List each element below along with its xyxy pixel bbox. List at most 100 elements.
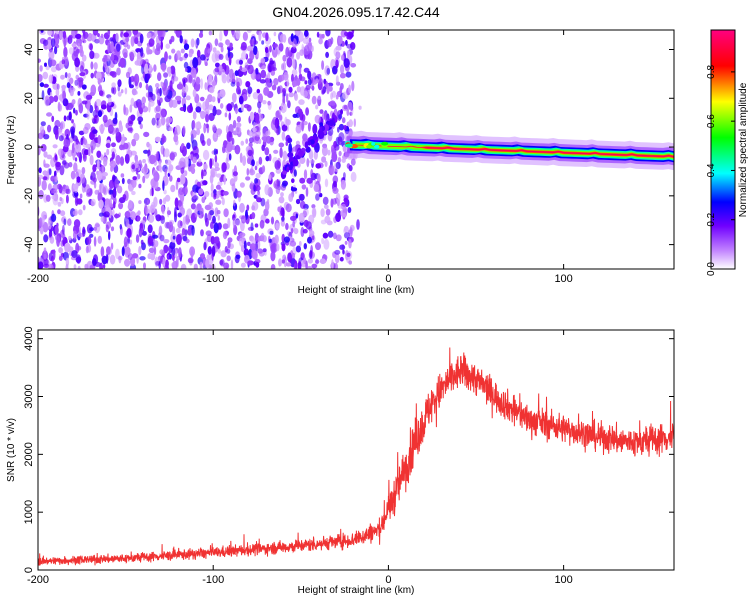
heatmap-noise-cell xyxy=(210,191,214,198)
heatmap-noise-cell xyxy=(289,240,297,247)
heatmap-noise-cell xyxy=(48,49,55,61)
heatmap-noise-cell xyxy=(173,135,178,143)
y-tick-label: -40 xyxy=(23,237,35,253)
heatmap-noise-cell xyxy=(269,60,275,65)
heatmap-noise-cell xyxy=(81,30,86,34)
heatmap-noise-cell xyxy=(219,30,223,42)
heatmap-noise-cell xyxy=(151,93,156,101)
snr-x-ticks: -200 -100 0 100 xyxy=(27,330,573,586)
heatmap-noise-cell xyxy=(94,189,100,195)
heatmap-noise-cell xyxy=(314,114,321,124)
heatmap-noise-cell xyxy=(128,199,133,209)
heatmap-noise-cell xyxy=(226,103,233,112)
heatmap-noise-cell xyxy=(214,133,218,139)
x-tick-label: 0 xyxy=(385,574,391,586)
heatmap-noise-cell xyxy=(172,235,176,240)
heatmap-noise-cell xyxy=(278,142,285,148)
heatmap-noise-cell xyxy=(308,37,312,43)
heatmap-noise-cell xyxy=(353,118,356,127)
heatmap-noise-cell xyxy=(47,30,53,36)
heatmap-noise-cell xyxy=(269,238,272,243)
heatmap-noise-cell xyxy=(58,135,64,142)
heatmap-noise-cell xyxy=(185,67,188,72)
heatmap-noise-cell xyxy=(76,37,82,47)
y-tick-label: 4000 xyxy=(23,326,35,350)
heatmap-noise-cell xyxy=(192,89,197,98)
heatmap-noise-cell xyxy=(200,54,206,61)
heatmap-noise-cell xyxy=(154,136,161,142)
heatmap-noise-cell xyxy=(240,262,246,268)
heatmap-noise-cell xyxy=(161,204,165,213)
heatmap-noise-cell xyxy=(170,35,175,43)
heatmap-signal-blob xyxy=(371,141,376,146)
heatmap-noise-cell xyxy=(111,151,115,160)
heatmap-noise-cell xyxy=(258,139,262,144)
heatmap-noise-cell xyxy=(101,255,108,265)
heatmap-streak-cell xyxy=(282,170,287,175)
heatmap-noise-cell xyxy=(164,221,170,229)
figure-title: GN04.2026.095.17.42.C44 xyxy=(272,4,440,20)
heatmap-noise-cell xyxy=(201,140,206,146)
heatmap-noise-cell xyxy=(165,43,171,49)
heatmap-noise-cell xyxy=(224,65,230,75)
heatmap-noise-cell xyxy=(270,264,276,269)
heatmap-noise-cell xyxy=(248,248,253,260)
heatmap-noise-cell xyxy=(38,145,41,156)
heatmap-noise-cell xyxy=(183,43,190,50)
heatmap-noise-cell xyxy=(108,125,114,132)
heatmap-noise-cell xyxy=(232,119,237,129)
heatmap-noise-cell xyxy=(86,236,92,245)
heatmap-noise-cell xyxy=(110,226,115,232)
heatmap-noise-cell xyxy=(75,256,82,263)
heatmap-noise-cell xyxy=(159,249,165,255)
heatmap-noise-cell xyxy=(92,30,99,36)
heatmap-noise-cell xyxy=(300,226,305,238)
heatmap-noise-cell xyxy=(286,119,291,126)
heatmap-noise-cell xyxy=(246,45,254,52)
heatmap-noise-cell xyxy=(125,71,131,79)
heatmap-noise-cell xyxy=(47,124,52,133)
heatmap-noise-cell xyxy=(42,170,48,176)
heatmap-noise-cell xyxy=(208,104,214,111)
heatmap-noise-cell xyxy=(153,171,160,182)
heatmap-noise-cell xyxy=(241,102,244,112)
heatmap-noise-cell xyxy=(301,184,307,190)
heatmap-noise-cell xyxy=(261,144,266,152)
snr-y-axis-label: SNR (10 * v/v) xyxy=(6,418,17,482)
heatmap-noise-cell xyxy=(262,248,267,253)
heatmap-noise-cell xyxy=(41,214,45,225)
heatmap-noise-cell xyxy=(121,246,125,257)
heatmap-noise-cell xyxy=(185,216,190,225)
heatmap-noise-cell xyxy=(63,162,70,169)
heatmap-noise-cell xyxy=(340,64,345,75)
heatmap-noise-cell xyxy=(327,38,332,48)
heatmap-noise-cell xyxy=(151,117,156,126)
heatmap-noise-cell xyxy=(65,188,71,195)
heatmap-noise-cell xyxy=(214,38,219,47)
heatmap-noise-cell xyxy=(112,209,115,216)
heatmap-noise-cell xyxy=(213,148,217,156)
heatmap-noise-cell xyxy=(299,193,305,201)
heatmap-noise-cell xyxy=(218,64,223,72)
heatmap-noise-cell xyxy=(257,236,262,242)
heatmap-noise-cell xyxy=(236,190,242,198)
heatmap-noise-cell xyxy=(78,79,84,88)
heatmap-noise-cell xyxy=(164,148,170,158)
heatmap-noise-cell xyxy=(291,69,298,76)
heatmap-noise-cell xyxy=(278,114,283,121)
heatmap-noise-cell xyxy=(60,210,66,217)
heatmap-noise-cell xyxy=(145,83,149,91)
heatmap-noise-cell xyxy=(215,184,221,190)
heatmap-noise-cell xyxy=(214,207,219,217)
heatmap-noise-cell xyxy=(117,91,122,97)
heatmap-noise-cell xyxy=(108,179,114,189)
heatmap-noise-cell xyxy=(296,78,301,86)
heatmap-noise-cell xyxy=(153,64,157,72)
heatmap-noise-cell xyxy=(196,161,203,167)
heatmap-noise-cell xyxy=(218,53,224,61)
heatmap-noise-cell xyxy=(108,230,111,241)
heatmap-noise-cell xyxy=(321,145,328,157)
heatmap-noise-cell xyxy=(95,98,102,107)
heatmap-noise-cell xyxy=(100,126,104,134)
heatmap-noise-cell xyxy=(73,230,77,240)
